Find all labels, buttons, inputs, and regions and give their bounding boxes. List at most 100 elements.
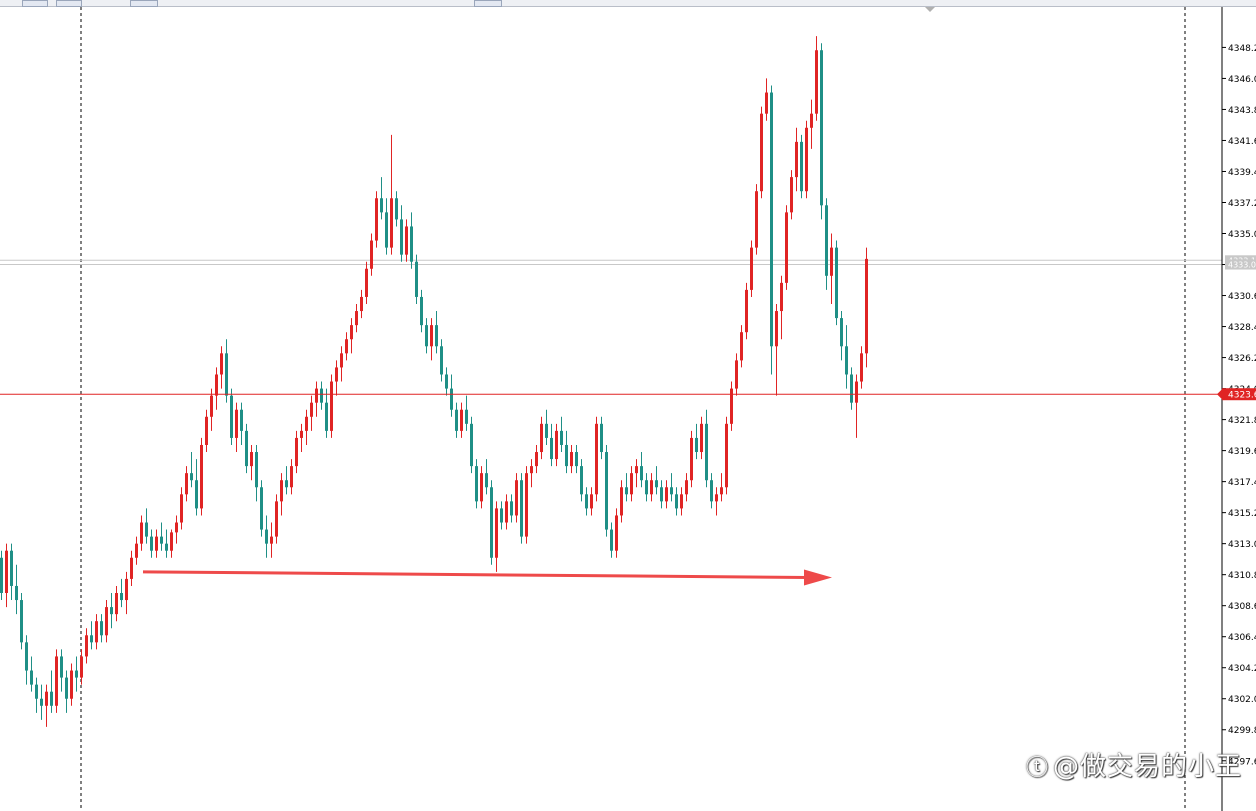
candle-body <box>570 452 573 467</box>
tick-label: 4346.0 <box>1228 75 1256 85</box>
tick-label: 4306.4 <box>1228 633 1256 643</box>
candle-body <box>130 557 133 579</box>
candle-body <box>645 480 648 495</box>
watermark: ⓣ @做交易的小王 <box>1026 746 1242 783</box>
candle-body <box>860 353 863 382</box>
candle-body <box>520 480 523 537</box>
arrow-shaft <box>142 570 809 579</box>
candle-body <box>795 141 798 178</box>
candle-body <box>280 480 283 502</box>
candle-body <box>175 522 178 533</box>
candle-body <box>575 452 578 467</box>
candle-body <box>820 50 823 206</box>
candle-body <box>40 698 43 706</box>
current-price-tag <box>1222 388 1256 401</box>
candle-body <box>635 466 638 474</box>
candle-body <box>805 127 808 192</box>
candle-body <box>310 402 313 417</box>
candle-body <box>270 536 273 544</box>
candle-body <box>170 532 173 551</box>
candle-body <box>360 296 363 312</box>
candle-body <box>595 423 598 495</box>
candle-body <box>760 113 763 192</box>
candle-body <box>715 494 718 502</box>
candle-body <box>705 423 708 481</box>
candle-body <box>30 670 33 685</box>
candle-body <box>90 635 93 643</box>
watermark-logo-icon: ⓣ <box>1025 756 1049 781</box>
arrow-head-icon <box>804 569 832 586</box>
bid-ask-lines <box>0 259 1222 266</box>
candle-body <box>610 529 613 551</box>
candle-body <box>215 374 218 396</box>
candle-body <box>465 409 468 424</box>
candle-body <box>370 240 373 269</box>
candle-body <box>500 508 503 523</box>
current-price-label: 4323.6 <box>1228 391 1256 401</box>
candle-body <box>515 480 518 516</box>
candle-body <box>725 423 728 488</box>
candle-body <box>390 198 393 248</box>
candle-body <box>375 198 378 241</box>
candle-body <box>855 381 858 403</box>
tick-label: 4317.4 <box>1228 478 1256 488</box>
candle-body <box>260 487 263 530</box>
candle-body <box>580 466 583 495</box>
candle-body <box>305 416 308 431</box>
candle-body <box>510 501 513 516</box>
toolbar-button-zoom[interactable] <box>474 0 502 7</box>
tick-label: 4330.6 <box>1228 292 1256 302</box>
candle-body <box>195 480 198 509</box>
candle-body <box>535 452 538 467</box>
toolbar-button-candles[interactable] <box>56 0 82 7</box>
toolbar-button-line[interactable] <box>130 0 158 7</box>
candle-body <box>825 205 828 276</box>
tick-label: 4299.8 <box>1228 726 1256 736</box>
candle-body <box>640 466 643 481</box>
shift-marker-icon[interactable] <box>925 7 935 12</box>
candle-body <box>665 487 668 502</box>
candle-body <box>300 430 303 438</box>
candle-body <box>5 550 8 593</box>
candle-body <box>235 409 238 438</box>
candle-body <box>420 296 423 326</box>
price-axis <box>1222 7 1256 811</box>
candle-body <box>710 480 713 502</box>
candle-body <box>365 268 368 297</box>
candle-body <box>350 325 353 340</box>
candle-body <box>405 226 408 255</box>
tick-label: 4328.4 <box>1228 323 1256 333</box>
candle-body <box>265 529 268 544</box>
candle-body <box>295 437 298 467</box>
candle-body <box>135 543 138 558</box>
candle-body <box>540 423 543 453</box>
candle-body <box>685 480 688 495</box>
candle-body <box>680 494 683 509</box>
candle-body <box>765 92 768 114</box>
candle-body <box>325 402 328 431</box>
candle-body <box>15 585 18 601</box>
candle-body <box>345 339 348 354</box>
candle-body <box>675 494 678 509</box>
tick-label: 4308.6 <box>1228 602 1256 612</box>
tick-label: 4321.8 <box>1228 416 1256 426</box>
tick-label: 4348.2 <box>1228 44 1256 54</box>
candle-body <box>320 388 323 403</box>
toolbar-button-bars[interactable] <box>22 0 48 7</box>
price-chart[interactable]: 4348.2 4346.0 4343.8 4341.6 4339.4 4337.2 4335… <box>0 7 1256 811</box>
candle-body <box>220 353 223 375</box>
watermark-text: @做交易的小王 <box>1052 752 1242 782</box>
candle-body <box>355 311 358 326</box>
candle-body <box>75 670 78 678</box>
candle-body <box>400 219 403 255</box>
candle-body <box>105 607 108 636</box>
candle-body <box>565 444 568 467</box>
candle-body <box>615 515 618 551</box>
candle-body <box>845 346 848 375</box>
candle-body <box>775 311 778 347</box>
toolbar <box>0 0 1256 7</box>
tick-label: 4339.4 <box>1228 168 1256 178</box>
candle-body <box>70 670 73 699</box>
candle-body <box>65 677 68 699</box>
candle-body <box>830 247 833 276</box>
